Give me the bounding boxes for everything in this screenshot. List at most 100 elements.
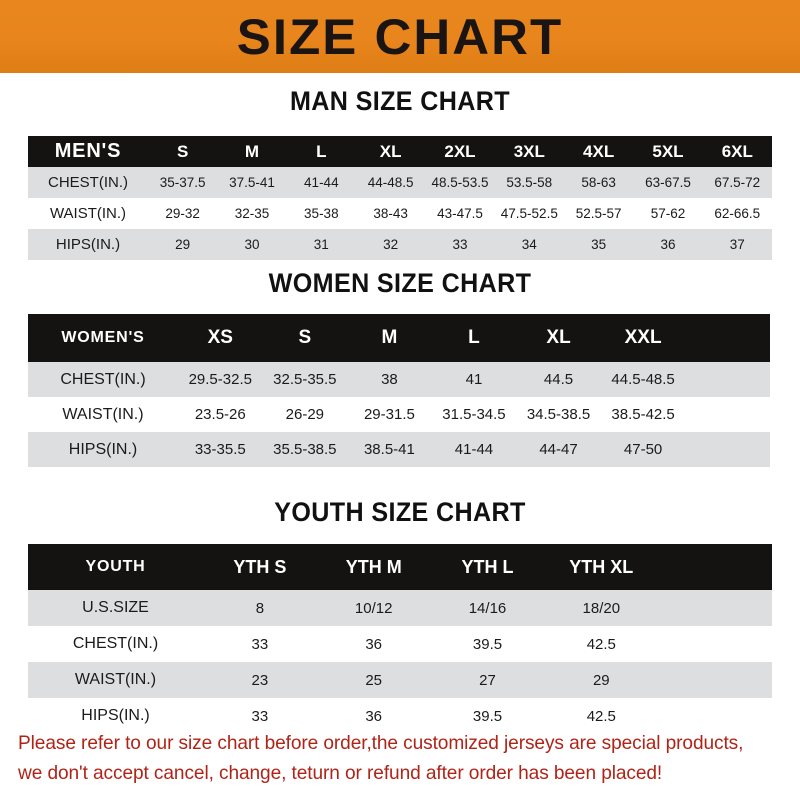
men-cell-2-5: 34 bbox=[521, 237, 537, 252]
men-cell-1-0: 29-32 bbox=[165, 206, 200, 221]
youth-cell-3-2: 39.5 bbox=[472, 707, 503, 725]
men-cell-1-8: 62-66.5 bbox=[714, 206, 761, 221]
women-row-label-header: WOMEN'S bbox=[61, 329, 145, 346]
women-cell-2-4: 44-47 bbox=[539, 441, 578, 458]
women-size-header-2: M bbox=[381, 327, 398, 348]
youth-measure-label-2: WAIST(IN.) bbox=[74, 671, 157, 688]
table-row: WAIST(IN.) 23 25 27 29 bbox=[28, 662, 772, 698]
men-size-header-4: 2XL bbox=[444, 141, 476, 161]
men-cell-1-2: 35-38 bbox=[304, 206, 339, 221]
youth-measure-label-3: HIPS(IN.) bbox=[81, 707, 150, 724]
youth-cell-1-0: 33 bbox=[251, 635, 269, 653]
men-cell-1-6: 52.5-57 bbox=[575, 206, 622, 221]
men-cell-0-8: 67.5-72 bbox=[714, 175, 761, 190]
women-cell-1-4: 34.5-38.5 bbox=[526, 406, 591, 423]
youth-cell-3-1: 36 bbox=[365, 707, 383, 725]
women-cell-2-2: 38.5-41 bbox=[363, 441, 415, 458]
men-table-header-row: MEN'S S M L XL 2XL 3XL 4XL 5XL 6XL bbox=[28, 136, 772, 167]
youth-cell-3-0: 33 bbox=[251, 707, 269, 725]
men-table-body: MEN'S S M L XL 2XL 3XL 4XL 5XL 6XL CHEST(IN.) 35-37… bbox=[28, 136, 772, 260]
women-cell-0-3: 41 bbox=[465, 371, 483, 388]
youth-table-header-row: YOUTH YTH S YTH M YTH L YTH XL bbox=[28, 544, 772, 590]
youth-cell-0-4 bbox=[658, 590, 772, 626]
men-cell-0-1: 37.5-41 bbox=[229, 175, 275, 190]
women-cell-2-0: 33-35.5 bbox=[194, 441, 246, 458]
women-cell-1-3: 31.5-34.5 bbox=[442, 406, 506, 423]
table-row: U.S.SIZE 8 10/12 14/16 18/20 bbox=[28, 590, 772, 626]
youth-size-header-1: YTH M bbox=[345, 556, 402, 577]
youth-cell-1-3: 42.5 bbox=[586, 635, 616, 653]
page-title: SIZE CHART bbox=[236, 8, 564, 65]
table-row: WAIST(IN.) 29-32 32-35 35-38 38-43 43-47.5 47.… bbox=[28, 198, 772, 229]
table-row: CHEST(IN.) 29.5-32.5 32.5-35.5 38 41 44.5 44.5… bbox=[28, 362, 770, 397]
table-row: WAIST(IN.) 23.5-26 26-29 29-31.5 31.5-34.5 34… bbox=[28, 397, 770, 432]
section-title-men: MAN SIZE CHART bbox=[289, 86, 511, 116]
men-size-header-5: 3XL bbox=[513, 141, 545, 161]
youth-cell-3-3: 42.5 bbox=[586, 707, 616, 725]
youth-cell-1-1: 36 bbox=[365, 635, 383, 653]
women-cell-0-1: 32.5-35.5 bbox=[273, 371, 337, 388]
women-cell-2-6 bbox=[685, 432, 770, 467]
women-cell-1-1: 26-29 bbox=[285, 406, 325, 423]
men-cell-0-4: 48.5-53.5 bbox=[431, 175, 489, 190]
youth-cell-1-2: 39.5 bbox=[472, 635, 503, 653]
women-cell-0-4: 44.5 bbox=[543, 371, 574, 388]
table-row: HIPS(IN.) 33-35.5 35.5-38.5 38.5-41 41-44 44-… bbox=[28, 432, 770, 467]
men-cell-0-7: 63-67.5 bbox=[645, 175, 691, 190]
men-cell-2-2: 31 bbox=[313, 237, 329, 252]
youth-size-header-0: YTH S bbox=[233, 556, 287, 577]
men-size-table: MEN'S S M L XL 2XL 3XL 4XL 5XL 6XL CHEST(IN.) 35-37… bbox=[28, 136, 772, 260]
women-size-header-5: XXL bbox=[624, 327, 662, 348]
women-size-header-1: S bbox=[298, 327, 312, 348]
youth-size-header-4 bbox=[658, 544, 772, 590]
men-cell-0-0: 35-37.5 bbox=[159, 175, 206, 190]
men-cell-2-7: 36 bbox=[660, 237, 676, 252]
men-cell-1-3: 38-43 bbox=[373, 206, 408, 221]
women-cell-1-2: 29-31.5 bbox=[363, 406, 415, 423]
youth-measure-label-1: CHEST(IN.) bbox=[72, 635, 159, 652]
men-measure-label-0: CHEST(IN.) bbox=[48, 174, 128, 191]
men-cell-2-8: 37 bbox=[729, 237, 745, 252]
women-cell-1-0: 23.5-26 bbox=[194, 406, 246, 423]
men-size-header-6: 4XL bbox=[583, 141, 615, 161]
youth-table-body: YOUTH YTH S YTH M YTH L YTH XL U.S.SIZE 8 10/12… bbox=[28, 544, 772, 734]
men-cell-1-4: 43-47.5 bbox=[437, 206, 483, 221]
table-row: HIPS(IN.) 33 36 39.5 42.5 bbox=[28, 698, 772, 734]
men-cell-0-6: 58-63 bbox=[581, 175, 616, 190]
men-cell-2-4: 33 bbox=[452, 237, 468, 252]
women-cell-1-6 bbox=[685, 397, 770, 432]
youth-cell-0-0: 8 bbox=[255, 599, 265, 617]
youth-measure-label-0: U.S.SIZE bbox=[82, 599, 149, 616]
men-size-header-1: M bbox=[244, 141, 260, 161]
section-title-women: WOMEN SIZE CHART bbox=[268, 268, 532, 298]
order-policy-note-line-2: we don't accept cancel, change, teturn o… bbox=[18, 762, 663, 784]
youth-cell-0-1: 10/12 bbox=[354, 599, 393, 617]
women-size-header-3: L bbox=[468, 327, 480, 348]
women-size-header-0: XS bbox=[207, 327, 233, 348]
men-cell-0-5: 53.5-58 bbox=[506, 175, 553, 190]
order-policy-note-line-1: Please refer to our size chart before or… bbox=[18, 732, 744, 754]
women-measure-label-0: CHEST(IN.) bbox=[60, 370, 146, 388]
section-title-youth: YOUTH SIZE CHART bbox=[274, 497, 526, 527]
men-cell-1-1: 32-35 bbox=[234, 206, 270, 221]
men-cell-2-0: 29 bbox=[175, 237, 191, 252]
men-cell-2-3: 32 bbox=[383, 237, 399, 252]
women-cell-2-5: 47-50 bbox=[623, 441, 663, 458]
men-size-header-3: XL bbox=[379, 141, 402, 161]
women-cell-0-5: 44.5-48.5 bbox=[611, 371, 675, 388]
women-table-header-row: WOMEN'S XS S M L XL XXL bbox=[28, 314, 770, 362]
women-size-table: WOMEN'S XS S M L XL XXL CHEST(IN.) 29.5-32.5 32.5… bbox=[28, 314, 770, 467]
men-cell-2-1: 30 bbox=[244, 237, 260, 252]
youth-size-header-2: YTH L bbox=[461, 556, 514, 577]
men-size-header-7: 5XL bbox=[652, 141, 684, 161]
women-cell-1-5: 38.5-42.5 bbox=[611, 406, 675, 423]
table-row: CHEST(IN.) 35-37.5 37.5-41 41-44 44-48.5 48.5… bbox=[28, 167, 772, 198]
table-row: CHEST(IN.) 33 36 39.5 42.5 bbox=[28, 626, 772, 662]
men-cell-2-6: 35 bbox=[591, 237, 607, 252]
youth-cell-2-0: 23 bbox=[251, 671, 269, 689]
men-row-label-header: MEN'S bbox=[54, 140, 122, 162]
men-size-header-8: 6XL bbox=[721, 141, 753, 161]
men-cell-0-2: 41-44 bbox=[304, 175, 339, 190]
youth-cell-2-3: 29 bbox=[592, 671, 610, 689]
